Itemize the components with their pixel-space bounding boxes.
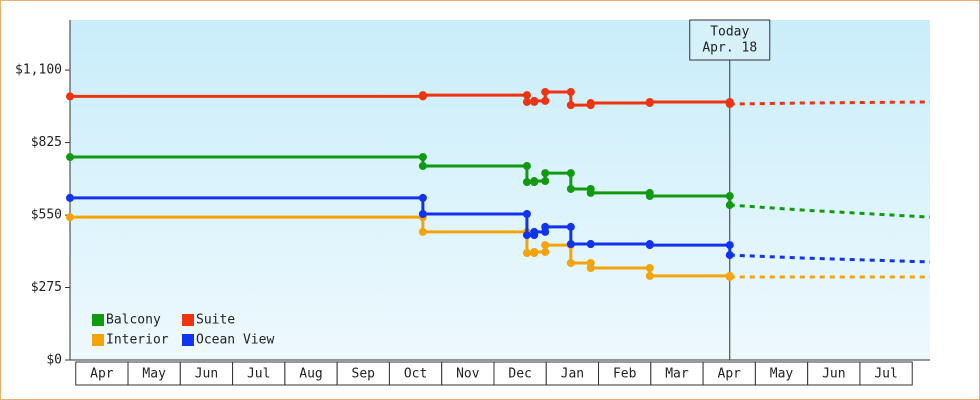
point-marker bbox=[645, 97, 654, 106]
point-marker bbox=[66, 153, 74, 162]
point-marker bbox=[586, 240, 595, 249]
point-marker bbox=[586, 264, 595, 273]
x-tick-label: May bbox=[770, 367, 794, 382]
point-marker bbox=[566, 222, 575, 231]
point-marker bbox=[522, 97, 531, 106]
series bbox=[66, 193, 931, 264]
point-marker bbox=[522, 209, 531, 218]
point-marker bbox=[418, 91, 427, 100]
point-marker bbox=[541, 241, 550, 250]
point-marker bbox=[530, 96, 539, 105]
x-tick-label: Jun bbox=[195, 367, 218, 382]
legend-label: Balcony bbox=[106, 313, 161, 328]
point-marker bbox=[725, 272, 734, 281]
point-marker bbox=[586, 99, 595, 108]
legend-label: Ocean View bbox=[196, 333, 274, 348]
point-marker bbox=[566, 101, 575, 110]
x-tick-label: Feb bbox=[613, 367, 637, 382]
point-marker bbox=[418, 209, 427, 218]
x-tick-label: Jul bbox=[247, 367, 270, 382]
point-marker bbox=[66, 92, 74, 101]
point-marker bbox=[541, 222, 550, 231]
point-marker bbox=[530, 227, 539, 236]
y-tick-label: $550 bbox=[31, 208, 62, 223]
point-marker bbox=[522, 91, 531, 100]
series bbox=[66, 153, 931, 219]
point-marker bbox=[541, 169, 550, 178]
x-tick-label: Oct bbox=[404, 367, 427, 382]
point-marker bbox=[530, 177, 539, 186]
legend-label: Suite bbox=[196, 313, 235, 328]
point-marker bbox=[725, 241, 734, 250]
point-marker bbox=[541, 87, 550, 96]
legend-label: Interior bbox=[106, 333, 169, 348]
point-marker bbox=[645, 192, 654, 201]
point-marker bbox=[418, 162, 427, 171]
x-tick-label: Jul bbox=[874, 367, 897, 382]
legend-swatch bbox=[182, 334, 194, 346]
point-marker bbox=[725, 100, 734, 109]
point-marker bbox=[566, 169, 575, 178]
plot-area bbox=[70, 20, 930, 360]
x-tick-label: Apr bbox=[718, 367, 742, 382]
x-tick-label: Nov bbox=[456, 367, 480, 382]
y-tick-label: $1,100 bbox=[15, 63, 62, 78]
series bbox=[66, 213, 930, 281]
point-marker bbox=[522, 248, 531, 257]
x-tick-label: Aug bbox=[299, 367, 322, 382]
point-marker bbox=[418, 153, 427, 162]
point-marker bbox=[418, 193, 427, 202]
point-marker bbox=[645, 241, 654, 250]
today-label: Today bbox=[710, 25, 749, 40]
x-tick-label: Apr bbox=[90, 367, 114, 382]
x-tick-label: Mar bbox=[665, 367, 689, 382]
point-marker bbox=[418, 227, 427, 236]
x-tick-label: Sep bbox=[352, 367, 376, 382]
point-marker bbox=[66, 213, 74, 222]
point-marker bbox=[725, 251, 734, 260]
point-marker bbox=[530, 247, 539, 256]
legend-swatch bbox=[182, 314, 194, 326]
point-marker bbox=[522, 162, 531, 171]
point-marker bbox=[541, 247, 550, 256]
x-tick-label: Jun bbox=[822, 367, 845, 382]
point-marker bbox=[566, 259, 575, 268]
point-marker bbox=[566, 184, 575, 193]
point-marker bbox=[645, 264, 654, 273]
point-marker bbox=[522, 231, 531, 240]
forecast-line bbox=[729, 253, 931, 264]
x-tick-label: Dec bbox=[508, 367, 531, 382]
point-marker bbox=[645, 271, 654, 280]
y-tick-label: $0 bbox=[46, 353, 62, 368]
point-marker bbox=[566, 87, 575, 96]
series bbox=[66, 87, 931, 110]
point-marker bbox=[586, 188, 595, 197]
point-marker bbox=[725, 201, 734, 210]
point-marker bbox=[566, 240, 575, 249]
legend-swatch bbox=[92, 334, 104, 346]
point-marker bbox=[541, 96, 550, 105]
month-box bbox=[859, 361, 913, 386]
y-tick-label: $825 bbox=[31, 135, 62, 150]
legend-swatch bbox=[92, 314, 104, 326]
today-label: Apr. 18 bbox=[702, 41, 757, 56]
point-marker bbox=[522, 178, 531, 187]
y-tick-label: $275 bbox=[31, 280, 62, 295]
today-box bbox=[689, 19, 771, 61]
forecast-line bbox=[729, 203, 931, 219]
forecast-line bbox=[729, 100, 931, 106]
x-tick-label: May bbox=[142, 367, 166, 382]
point-marker bbox=[725, 192, 734, 201]
point-marker bbox=[541, 177, 550, 186]
x-tick-label: Jan bbox=[561, 367, 584, 382]
point-marker bbox=[66, 193, 74, 202]
